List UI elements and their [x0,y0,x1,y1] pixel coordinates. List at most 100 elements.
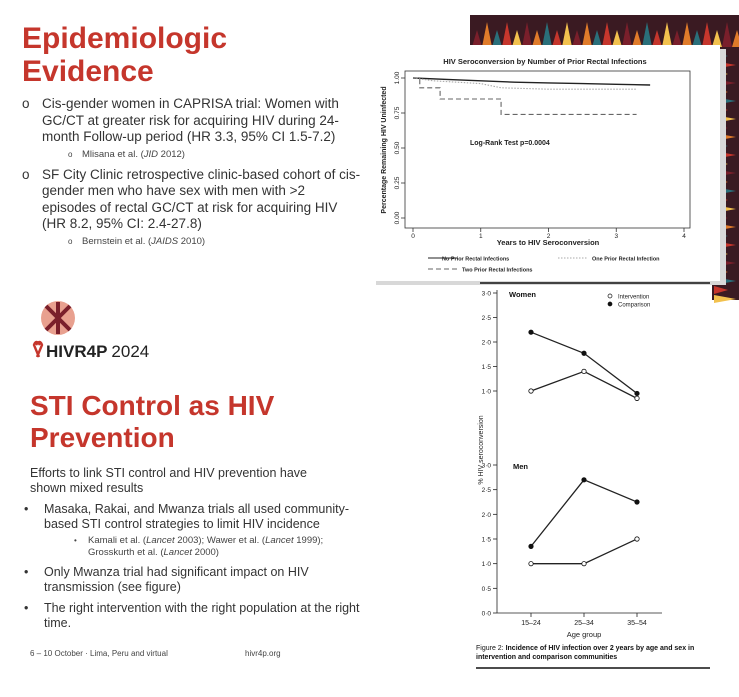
citation-part: 1999); Grosskurth et al. ( [88,535,324,558]
data-point [581,368,587,374]
y-tick-label: 2·0 [482,512,492,519]
y-tick-label: 2·5 [482,315,492,322]
km-line [413,77,637,115]
x-tick-label: 0 [411,233,415,240]
bullet-text: SF City Clinic retrospective clinic-base… [42,166,361,232]
citation-part: Lancet [163,547,193,558]
pattern-triangle [602,22,612,47]
y-tick-label: 0.50 [394,141,401,154]
data-point [634,499,640,505]
slide-2: STI Control as HIV Prevention Efforts to … [24,390,360,631]
citation-part: Lancet [265,535,294,546]
citation-part: Lancet [146,535,175,546]
x-tick-label: 4 [682,233,686,240]
y-axis-label: Percentage Remaining HIV Uninfected [381,86,388,213]
pattern-triangle [732,30,739,47]
logo-ribbon [32,340,44,358]
bullet: • Masaka, Rakai, and Mwanza trials all us… [24,502,360,559]
citation-part: 2010) [178,235,206,247]
figure-background [372,45,720,281]
annotation: Log-Rank Test p=0.0004 [470,140,550,147]
panel-title: Women [509,290,536,299]
citation-part: Mlisana et al. ( [82,148,144,160]
footer-left: 6 – 10 October · Lima, Peru and virtual [30,649,168,658]
km-line [412,77,651,86]
citation-part: 2003); Wawer et al. ( [174,535,266,546]
pattern-triangle [582,22,592,47]
bullet-text: Cis-gender women in CAPRISA trial: Women… [42,96,339,144]
data-point [581,561,587,567]
panel-title: Men [513,462,528,471]
data-point [581,477,587,483]
y-tick-label: 0·5 [482,586,492,593]
bullet: o SF City Clinic retrospective clinic-bas… [22,167,362,248]
x-tick-label: 3 [614,233,618,240]
slide-title: STI Control as HIV Prevention [30,390,275,453]
y-tick-label: 2·5 [482,487,492,494]
pattern-triangle [672,30,682,47]
pattern-triangle [642,22,652,47]
citation-part: Kamali et al. ( [88,535,147,546]
data-point [528,329,534,335]
data-point [528,388,534,394]
citation-part: Bernstein et al. ( [82,235,152,247]
bullet-list: o Cis-gender women in CAPRISA trial: Wome… [22,96,362,248]
caption: Figure 2: Incidence of HIV infection ove… [476,644,712,662]
bullet: • Only Mwanza trial had significant impac… [24,565,360,595]
data-point [581,350,587,356]
footer-right: hivr4p.org [245,649,281,658]
data-point [634,536,640,542]
logo-text: HIVR4P 2024 [46,342,149,361]
legend-label: Intervention [618,295,649,301]
legend-marker [607,293,613,299]
pattern-triangle [712,30,722,47]
pattern-triangle [522,22,532,47]
series-line [531,538,638,565]
citation-part: 2000) [192,547,219,558]
bullet-marker: • [24,502,29,516]
series-line [530,479,638,547]
y-axis-label: % HIV seroconversion [478,415,485,484]
y-tick-label: 2·0 [482,340,492,347]
pattern-triangle [702,22,712,47]
sub-marker: o [68,149,73,159]
bullet-marker: • [24,565,29,579]
pattern-triangle [632,30,642,47]
y-tick-label: 1·5 [482,364,492,371]
sub-bullet: o Mlisana et al. (JID 2012) [42,149,362,161]
bullet: • The right intervention with the right p… [24,601,360,631]
bullet-text: Only Mwanza trial had significant impact… [44,565,309,594]
bullet-marker: o [22,96,30,111]
data-point [634,395,640,401]
sub-bullet: • Kamali et al. (Lancet 2003); Wawer et a… [44,535,360,559]
pattern-triangle [472,30,482,47]
bullet-marker: o [22,166,30,182]
y-tick-label: 0·0 [482,611,492,618]
pattern-triangle [542,22,552,47]
pattern-triangle [722,22,732,47]
pattern-triangle [682,22,692,47]
pattern-triangle [692,30,702,47]
logo-year: 2024 [111,342,149,361]
intro: Efforts to link STI control and HIV prev… [30,466,307,495]
pattern-triangle [532,30,542,47]
legend-label: Two Prior Rectal Infections [462,268,533,274]
bullet-text: The right intervention with the right po… [44,601,360,630]
x-tick-label: 1 [479,233,483,240]
pattern-triangle [562,22,572,47]
x-tick-label: 35–54 [627,620,647,627]
legend-label: One Prior Rectal Infection [592,257,660,263]
bullet-list: • Masaka, Rakai, and Mwanza trials all us… [24,502,360,631]
pattern-triangle [622,22,632,47]
caption-box: Figure 2: Incidence of HIV infection ove… [476,644,712,662]
data-point [634,390,640,397]
y-tick-label: 3·0 [482,291,492,298]
logo-emblem-mark [44,302,72,334]
slide-1: Epidemiologic Evidence o Cis-gender women … [22,22,362,248]
y-tick-label: 1·5 [482,537,492,544]
x-axis-label: Years to HIV Seroconversion [497,238,600,247]
citation-part: 2012) [158,148,185,160]
logo-name: HIVR4P [46,342,107,361]
